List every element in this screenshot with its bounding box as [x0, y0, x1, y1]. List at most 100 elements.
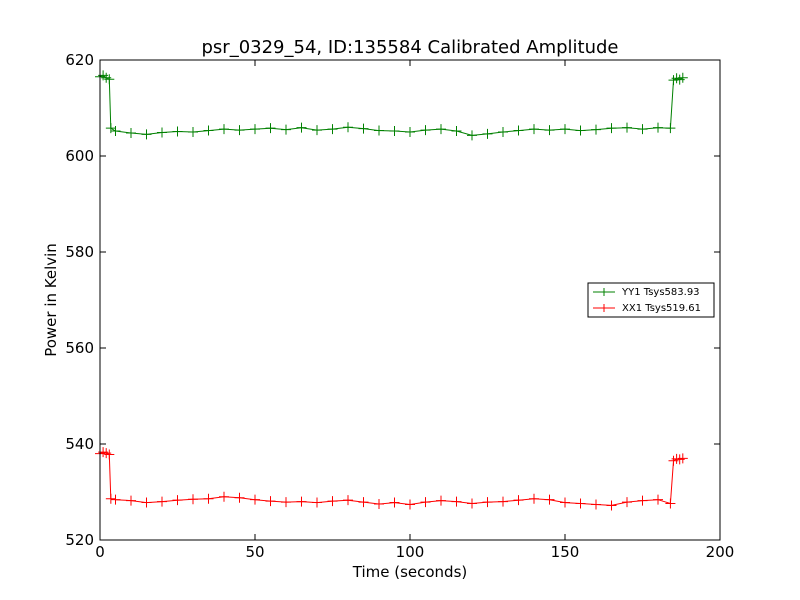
data-point	[665, 123, 676, 134]
data-point	[104, 449, 115, 460]
data-point	[188, 494, 198, 505]
data-point	[498, 496, 508, 507]
data-point	[104, 74, 115, 85]
y-axis-label: Power in Kelvin	[42, 243, 60, 357]
data-point	[637, 124, 648, 135]
data-point	[513, 495, 524, 506]
data-point	[389, 497, 400, 508]
data-point	[327, 496, 338, 507]
data-point	[126, 495, 136, 506]
data-point	[203, 125, 214, 136]
data-point	[606, 500, 617, 511]
data-point	[265, 123, 276, 134]
data-point	[234, 492, 245, 503]
data-point	[591, 124, 601, 135]
data-point	[575, 125, 586, 136]
data-point	[172, 495, 183, 506]
data-point	[451, 496, 462, 507]
x-tick-label: 200	[706, 543, 735, 561]
data-point	[575, 498, 586, 509]
data-point	[560, 497, 570, 508]
data-point	[327, 124, 338, 135]
data-point	[389, 126, 400, 137]
data-point	[374, 499, 384, 509]
data-point	[498, 127, 508, 137]
data-point	[529, 493, 539, 504]
data-point	[374, 125, 384, 136]
data-point	[622, 497, 632, 508]
y-tick-label: 520	[65, 531, 94, 549]
data-point	[219, 491, 229, 502]
data-point	[677, 72, 688, 83]
data-point	[358, 123, 369, 134]
data-point	[250, 494, 260, 505]
data-point	[637, 495, 648, 506]
data-point	[405, 127, 415, 137]
data-point	[110, 126, 121, 137]
data-point	[482, 497, 493, 508]
data-point	[513, 125, 524, 136]
series-line	[99, 451, 683, 506]
data-point	[420, 125, 431, 136]
data-point	[436, 495, 446, 506]
data-point	[467, 498, 477, 509]
y-tick-label: 620	[65, 51, 94, 69]
y-tick-label: 540	[65, 435, 94, 453]
data-point	[606, 123, 617, 134]
y-tick-label: 580	[65, 243, 94, 261]
data-point	[110, 494, 121, 505]
data-point	[157, 496, 167, 507]
chart-title: psr_0329_54, ID:135584 Calibrated Amplit…	[201, 37, 618, 58]
data-point	[250, 124, 260, 135]
data-point	[157, 127, 167, 138]
y-tick-label: 560	[65, 339, 94, 357]
series-line	[99, 74, 684, 136]
data-point	[358, 497, 369, 508]
data-point	[544, 494, 555, 505]
x-tick-label: 0	[95, 543, 105, 561]
data-point	[420, 497, 431, 508]
data-point	[312, 125, 322, 136]
data-point	[451, 126, 462, 137]
series-xx1	[95, 447, 688, 511]
data-point	[591, 499, 601, 510]
x-tick-label: 150	[551, 543, 580, 561]
data-point	[296, 496, 307, 507]
data-point	[126, 127, 136, 138]
data-point	[653, 494, 663, 505]
data-point	[653, 122, 663, 133]
data-point	[529, 124, 539, 135]
data-point	[544, 125, 555, 136]
data-point	[312, 497, 322, 508]
legend-label-yy1: YY1 Tsys583.93	[621, 287, 700, 298]
y-tick-label: 600	[65, 147, 94, 165]
legend: YY1 Tsys583.93 XX1 Tsys519.61	[587, 282, 715, 318]
data-point	[467, 130, 477, 141]
legend-marker-yy1	[600, 288, 608, 296]
data-point	[281, 124, 291, 135]
data-point	[296, 122, 307, 133]
data-point	[172, 126, 183, 137]
series-layer	[95, 70, 688, 511]
data-point	[219, 124, 229, 135]
data-point	[343, 122, 353, 133]
data-point	[622, 122, 632, 133]
data-point	[265, 496, 276, 507]
data-point	[188, 127, 198, 137]
legend-label-xx1: XX1 Tsys519.61	[622, 303, 701, 314]
data-point	[105, 493, 116, 504]
data-point	[677, 453, 688, 464]
data-point	[405, 499, 415, 510]
series-yy1	[95, 70, 688, 141]
x-tick-label: 50	[245, 543, 264, 561]
data-point	[665, 498, 676, 509]
data-point	[436, 124, 446, 135]
x-tick-label: 100	[396, 543, 425, 561]
data-point	[281, 497, 291, 508]
data-point	[234, 125, 245, 136]
x-axis-label: Time (seconds)	[352, 563, 468, 581]
data-point	[141, 497, 152, 508]
data-point	[560, 124, 570, 135]
data-point	[343, 495, 353, 506]
